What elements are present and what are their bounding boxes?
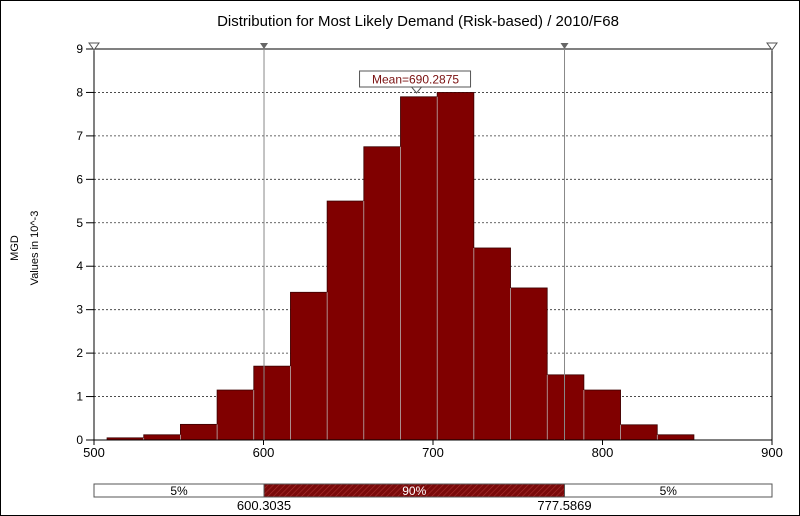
x-tick-label: 500	[83, 445, 105, 460]
histogram-bar	[363, 146, 401, 441]
delimiter-value-right: 777.5869	[537, 498, 591, 513]
percent-left: 5%	[170, 484, 188, 498]
percent-right: 5%	[660, 484, 678, 498]
histogram-bar	[620, 424, 658, 441]
range-marker-icon	[766, 42, 778, 51]
histogram-bar	[290, 291, 328, 441]
chart-title: Distribution for Most Likely Demand (Ris…	[217, 13, 619, 30]
histogram-bar	[546, 374, 585, 441]
histogram-bar	[436, 92, 475, 441]
y-tick-label: 9	[76, 42, 83, 56]
y-tick-label: 4	[76, 259, 83, 273]
delimiter-handle-icon	[260, 43, 269, 49]
histogram-bar	[510, 287, 548, 441]
x-tick-label: 600	[253, 445, 275, 460]
histogram-bar	[326, 200, 365, 441]
percentile-bar-middle	[263, 483, 566, 498]
y-tick-label: 0	[76, 433, 83, 447]
histogram-bar	[216, 389, 255, 441]
mean-label: Mean=690.2875	[372, 73, 459, 87]
y-tick-label: 7	[76, 129, 83, 143]
range-marker-icon	[88, 42, 100, 51]
delimiter-value-left: 600.3035	[237, 498, 291, 513]
histogram-bar	[143, 434, 181, 441]
x-tick-label: 900	[761, 445, 783, 460]
y-tick-label: 5	[76, 216, 83, 230]
delimiter-handle-icon	[560, 43, 569, 49]
percent-middle: 90%	[402, 484, 426, 498]
histogram-bar	[583, 389, 621, 441]
histogram-bar	[400, 96, 438, 441]
histogram-bar	[656, 434, 695, 441]
x-tick-label: 700	[422, 445, 444, 460]
y-tick-label: 8	[76, 85, 83, 99]
y-axis-sublabel: Values in 10^-3	[29, 211, 41, 286]
y-tick-label: 1	[76, 390, 83, 404]
y-axis-label: MGD	[9, 235, 21, 261]
histogram-bar	[180, 423, 218, 441]
histogram-bar	[253, 365, 291, 441]
x-tick-label: 800	[592, 445, 614, 460]
y-tick-label: 6	[76, 172, 83, 186]
histogram-bar	[473, 247, 511, 441]
y-tick-label: 2	[76, 346, 83, 360]
y-tick-label: 3	[76, 303, 83, 317]
mean-marker-icon	[410, 86, 423, 94]
